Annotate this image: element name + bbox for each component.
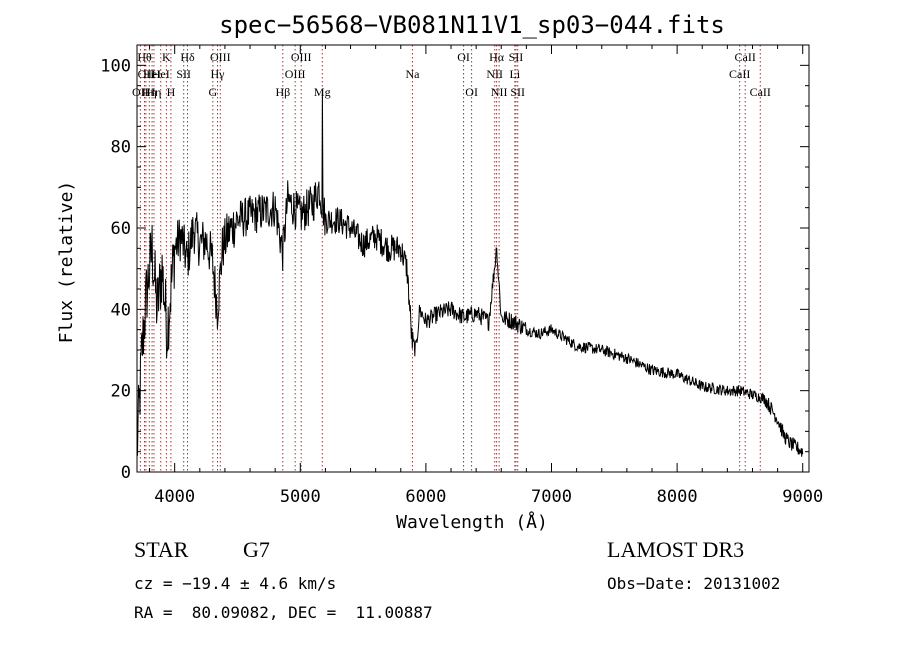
line-id-label: Mg: [314, 85, 331, 99]
y-tick-label: 60: [111, 219, 131, 239]
x-tick-label: 4000: [154, 487, 195, 507]
line-id-label: CaII: [735, 50, 756, 64]
line-id-label: Na: [405, 67, 420, 81]
line-id-label: OIII: [285, 67, 306, 81]
object-subclass: G7: [243, 537, 270, 562]
line-id-label: Hη: [146, 85, 161, 99]
line-id-label: SII: [509, 50, 524, 64]
y-tick-label: 0: [121, 463, 131, 483]
line-id-label: H: [167, 85, 176, 99]
line-id-label: CaII: [750, 85, 771, 99]
line-id-label: SII: [176, 67, 191, 81]
axis-ticks: 4000 5000 6000 7000 8000 9000 0 20 40 60 80 100: [100, 45, 823, 507]
line-id-label: OI: [457, 50, 470, 64]
line-id-label: Hθ: [137, 50, 152, 64]
line-identification-markers: [139, 45, 761, 472]
line-id-label: OIII: [291, 50, 312, 64]
coordinates-readout: RA = 80.09082, DEC = 11.00887: [134, 603, 433, 622]
x-tick-label: 7000: [531, 487, 572, 507]
y-tick-label: 40: [111, 300, 131, 320]
x-tick-label: 9000: [782, 487, 823, 507]
obs-date: Obs−Date: 20131002: [607, 574, 781, 593]
plot-frame: [136, 44, 810, 473]
line-id-label: Hβ: [275, 85, 290, 99]
y-tick-label: 80: [111, 138, 131, 158]
y-tick-label: 100: [100, 56, 131, 76]
spectrum-line: [136, 89, 804, 457]
y-axis-label: Flux (relative): [56, 181, 77, 344]
line-id-label: OII: [132, 85, 149, 99]
spectrum-line-group: [136, 89, 804, 457]
line-id-label: HeI: [143, 67, 161, 81]
line-id-label: NII: [486, 67, 503, 81]
line-identification-labels: OIIHθOIIHηHeIHηHeIKHSIIHδGHγOIIIHβOIIIOI…: [132, 50, 771, 99]
x-tick-label: 5000: [280, 487, 321, 507]
x-axis-label: Wavelength (Å): [396, 511, 548, 533]
line-id-label: G: [209, 85, 218, 99]
line-id-label: SII: [510, 85, 525, 99]
line-id-label: Hγ: [211, 67, 226, 81]
chart-title: spec−56568−VB081N11V1_sp03−044.fits: [219, 11, 725, 39]
line-id-label: OIII: [210, 50, 231, 64]
line-id-label: OII: [138, 67, 155, 81]
y-tick-label: 20: [111, 382, 131, 402]
line-id-label: K: [162, 50, 171, 64]
line-id-label: Hδ: [180, 50, 195, 64]
object-class: STAR: [134, 537, 189, 562]
line-id-label: CaII: [729, 67, 750, 81]
redshift-readout: cz = −19.4 ± 4.6 km/s: [134, 574, 337, 593]
x-tick-label: 6000: [405, 487, 446, 507]
line-id-label: Li: [509, 67, 520, 81]
line-id-label: Hη: [142, 85, 157, 99]
line-id-label: HeI: [152, 67, 170, 81]
line-id-label: OI: [465, 85, 478, 99]
survey-name: LAMOST DR3: [607, 537, 745, 562]
x-tick-label: 8000: [657, 487, 698, 507]
line-id-label: Hα: [489, 50, 505, 64]
line-id-label: NII: [491, 85, 508, 99]
